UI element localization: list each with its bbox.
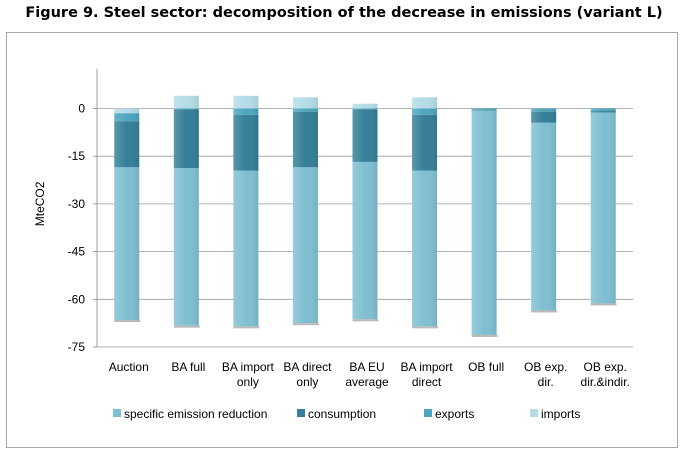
bar-shadow [114, 319, 141, 322]
chart-title: Figure 9. Steel sector: decomposition of… [25, 5, 663, 21]
y-tick-label: -75 [68, 340, 86, 354]
bar-shading [590, 112, 616, 304]
legend-label: specific emission reduction [124, 407, 267, 421]
bar-shading [412, 114, 438, 171]
x-tick-label: OB exp. [584, 360, 627, 374]
x-tick-label: OB full [468, 360, 504, 374]
bars [114, 95, 617, 337]
bar-shading [531, 108, 557, 112]
bar-shadow [292, 323, 319, 326]
x-tick-label: direct [412, 375, 442, 389]
y-axis-label: MteCO2 [33, 181, 47, 226]
x-tick-label: BA import [222, 360, 275, 374]
bar-shading [352, 108, 378, 110]
x-tick-label: average [345, 375, 389, 389]
bar-shadow [233, 326, 260, 329]
y-tick-label: 0 [78, 102, 85, 116]
bar-shading [352, 103, 378, 109]
bar-shading [173, 108, 199, 110]
bar-shading [471, 110, 497, 111]
bar-shadow [352, 319, 379, 322]
x-tick-label: dir.&indir. [581, 375, 630, 389]
x-tick-label: only [237, 375, 259, 389]
bar-shading [173, 168, 199, 326]
bar-shading [590, 111, 616, 113]
bar-shading [233, 95, 259, 109]
legend-swatch [424, 409, 432, 417]
bar-shading [292, 111, 318, 168]
x-tick-label: OB exp. [524, 360, 567, 374]
bar-shadow [173, 325, 200, 328]
x-tick-label: dir. [538, 375, 554, 389]
bar-shading [292, 167, 318, 324]
bar-shading [471, 110, 497, 335]
bar-shading [233, 170, 259, 327]
bar-shading [412, 97, 438, 109]
bar-shading [531, 111, 557, 123]
bar-shading [173, 109, 199, 169]
bar-shadow [531, 310, 558, 313]
x-tick-label: BA EU [349, 360, 384, 374]
y-tick-label: -30 [68, 197, 86, 211]
bar-shading [173, 95, 199, 109]
legend: specific emission reduction consumption ex… [113, 407, 580, 421]
bar-shading [412, 170, 438, 327]
y-tick-label: -15 [68, 149, 86, 163]
legend-swatch [113, 409, 121, 417]
bar-shading [233, 108, 259, 115]
legend-label: imports [541, 407, 580, 421]
bar-shading [114, 108, 140, 114]
y-tick-label: -60 [68, 292, 86, 306]
bar-shading [114, 113, 140, 122]
bar-shading [471, 108, 497, 111]
y-axis: 0 -15 -30 -45 -60 -75 MteCO2 [33, 68, 98, 354]
bar-shading [531, 122, 557, 311]
bar-shadow [471, 334, 498, 337]
bar-shading [590, 108, 616, 112]
legend-swatch [530, 409, 538, 417]
x-tick-label: BA import [401, 360, 454, 374]
x-tick-label: BA direct [283, 360, 332, 374]
bar-shading [114, 121, 140, 168]
x-tick-label: BA full [171, 360, 205, 374]
bar-shading [292, 108, 318, 112]
bar-shading [114, 167, 140, 320]
x-tick-label: only [296, 375, 318, 389]
bar-shading [292, 97, 318, 109]
bar-shading [412, 108, 438, 115]
bar-shadow [590, 303, 617, 306]
bar-shading [352, 161, 378, 320]
bar-shading [352, 109, 378, 162]
legend-label: consumption [308, 407, 376, 421]
legend-swatch [297, 409, 305, 417]
bar-shadow [412, 326, 439, 329]
x-tick-label: Auction [109, 360, 149, 374]
legend-label: exports [435, 407, 474, 421]
y-tick-label: -45 [68, 245, 86, 259]
bar-shading [233, 114, 259, 171]
